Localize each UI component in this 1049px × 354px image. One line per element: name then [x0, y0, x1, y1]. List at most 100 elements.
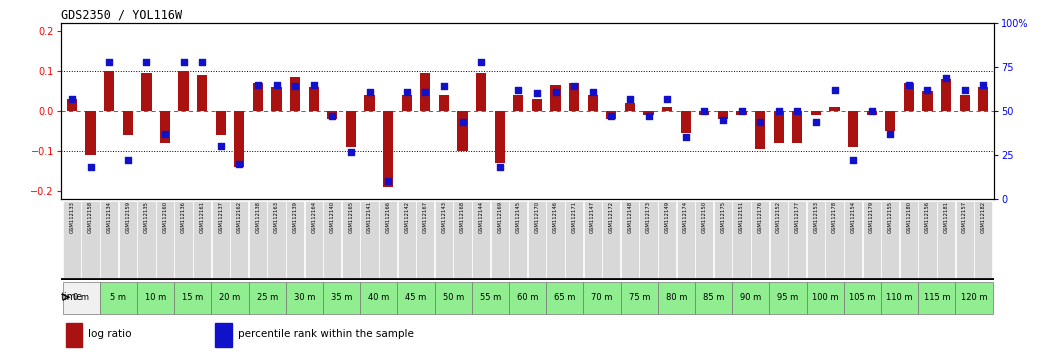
Bar [123, 111, 133, 135]
FancyBboxPatch shape [640, 201, 658, 278]
FancyBboxPatch shape [621, 282, 658, 314]
FancyBboxPatch shape [658, 201, 677, 278]
FancyBboxPatch shape [304, 201, 323, 278]
Bar [346, 111, 356, 147]
FancyBboxPatch shape [547, 282, 583, 314]
FancyBboxPatch shape [937, 201, 956, 278]
FancyBboxPatch shape [844, 201, 862, 278]
Bar [308, 87, 319, 111]
Text: GSM112154: GSM112154 [851, 201, 856, 233]
Bar [178, 71, 189, 111]
FancyBboxPatch shape [788, 201, 807, 278]
FancyBboxPatch shape [398, 282, 434, 314]
Point [138, 59, 155, 64]
Text: GSM112138: GSM112138 [256, 201, 260, 233]
Text: GSM112158: GSM112158 [88, 201, 93, 233]
Text: GSM112171: GSM112171 [572, 201, 577, 233]
FancyBboxPatch shape [416, 201, 434, 278]
Point [175, 59, 192, 64]
FancyBboxPatch shape [156, 201, 174, 278]
Point [882, 131, 899, 137]
Bar [532, 99, 542, 111]
Text: 15 m: 15 m [183, 293, 204, 302]
Text: GSM112133: GSM112133 [69, 201, 74, 233]
Text: GSM112155: GSM112155 [887, 201, 893, 233]
Point [714, 117, 731, 122]
Point [435, 84, 452, 89]
FancyBboxPatch shape [713, 201, 732, 278]
Text: GSM112148: GSM112148 [627, 201, 633, 233]
Point [565, 84, 582, 89]
Text: 120 m: 120 m [961, 293, 987, 302]
FancyBboxPatch shape [63, 282, 100, 314]
FancyBboxPatch shape [63, 201, 81, 278]
FancyBboxPatch shape [918, 282, 956, 314]
Text: GSM112153: GSM112153 [813, 201, 818, 233]
Text: GSM112156: GSM112156 [925, 201, 930, 233]
Text: 45 m: 45 m [405, 293, 427, 302]
FancyBboxPatch shape [956, 282, 992, 314]
FancyBboxPatch shape [862, 201, 881, 278]
Text: GSM112144: GSM112144 [478, 201, 484, 233]
Text: 60 m: 60 m [517, 293, 538, 302]
FancyBboxPatch shape [472, 282, 509, 314]
Point [659, 96, 676, 102]
FancyBboxPatch shape [583, 201, 602, 278]
Text: 40 m: 40 m [368, 293, 389, 302]
Text: GSM112137: GSM112137 [218, 201, 223, 233]
Bar [421, 73, 430, 111]
FancyBboxPatch shape [695, 201, 713, 278]
Bar [142, 73, 151, 111]
FancyBboxPatch shape [212, 282, 249, 314]
Text: GSM112140: GSM112140 [329, 201, 335, 233]
FancyBboxPatch shape [583, 282, 621, 314]
FancyBboxPatch shape [360, 282, 398, 314]
Bar [253, 83, 263, 111]
FancyBboxPatch shape [231, 201, 249, 278]
FancyBboxPatch shape [100, 201, 119, 278]
Point [863, 108, 880, 114]
Bar [65, 323, 82, 347]
FancyBboxPatch shape [547, 201, 564, 278]
Bar [811, 111, 821, 115]
FancyBboxPatch shape [398, 201, 415, 278]
Bar [978, 87, 988, 111]
Point [343, 149, 360, 154]
FancyBboxPatch shape [379, 201, 398, 278]
Bar [476, 73, 487, 111]
Bar [773, 111, 784, 143]
FancyBboxPatch shape [900, 201, 918, 278]
Text: GSM112146: GSM112146 [553, 201, 558, 233]
Text: GSM112180: GSM112180 [906, 201, 912, 233]
Bar [402, 95, 412, 111]
FancyBboxPatch shape [918, 201, 937, 278]
Point [584, 89, 601, 95]
FancyBboxPatch shape [826, 201, 843, 278]
FancyBboxPatch shape [453, 201, 472, 278]
FancyBboxPatch shape [807, 282, 843, 314]
Text: 30 m: 30 m [294, 293, 315, 302]
Text: GSM112177: GSM112177 [795, 201, 799, 233]
FancyBboxPatch shape [658, 282, 695, 314]
Point [454, 119, 471, 124]
Point [380, 179, 397, 184]
Point [957, 87, 973, 93]
Text: GSM112181: GSM112181 [944, 201, 948, 233]
Point [194, 59, 211, 64]
FancyBboxPatch shape [807, 201, 825, 278]
Text: GSM112173: GSM112173 [646, 201, 651, 233]
Text: 70 m: 70 m [592, 293, 613, 302]
Text: GSM112147: GSM112147 [591, 201, 595, 233]
Bar [272, 87, 282, 111]
Point [900, 82, 917, 87]
Text: 10 m: 10 m [145, 293, 167, 302]
Text: GSM112176: GSM112176 [757, 201, 763, 233]
Bar [866, 111, 877, 115]
Bar [755, 111, 765, 149]
Text: GSM112172: GSM112172 [608, 201, 614, 233]
Point [808, 119, 825, 124]
Bar [792, 111, 802, 143]
FancyBboxPatch shape [249, 201, 267, 278]
Point [789, 108, 806, 114]
Text: 35 m: 35 m [331, 293, 352, 302]
